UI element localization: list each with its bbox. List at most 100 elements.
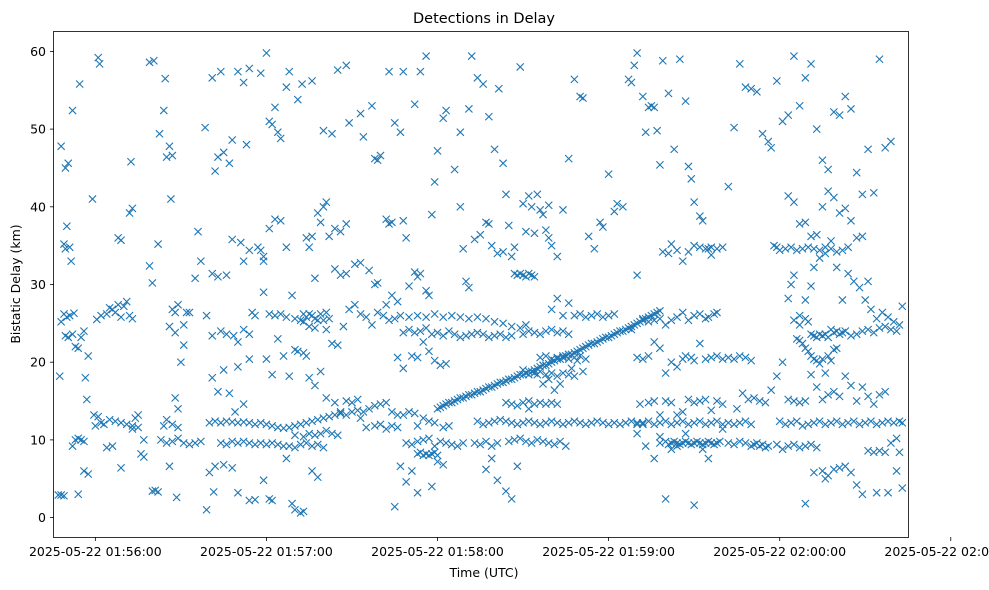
scatter-point-860	[732, 404, 741, 413]
scatter-point-876	[772, 76, 781, 85]
scatter-point-1006	[861, 418, 870, 427]
scatter-point-839	[650, 454, 659, 463]
scatter-point-624	[553, 400, 562, 409]
scatter-point-846	[698, 445, 707, 454]
scatter-point-206	[256, 246, 265, 255]
scatter-point-784	[655, 418, 664, 427]
scatter-point-187	[211, 462, 220, 471]
scatter-point-577	[570, 311, 579, 320]
scatter-point-373	[444, 327, 453, 336]
scatter-point-334	[336, 271, 345, 280]
scatter-point-672	[564, 355, 573, 364]
scatter-point-953	[895, 320, 904, 329]
scatter-point-1050	[864, 446, 873, 455]
scatter-point-868	[730, 123, 739, 132]
scatter-point-70	[128, 425, 137, 433]
scatter-point-578	[576, 310, 585, 319]
scatter-point-273	[336, 409, 345, 418]
scatter-point-921	[815, 246, 824, 255]
scatter-point-446	[390, 502, 399, 511]
scatter-point-668	[541, 351, 550, 360]
x-tick-label-5: 2025-05-22 02:01:00	[884, 544, 989, 559]
scatter-point-203	[298, 80, 307, 89]
scatter-point-994	[792, 417, 801, 426]
scatter-point-687	[527, 202, 536, 211]
scatter-point-598	[547, 417, 556, 426]
y-tick-label-6: 60	[30, 44, 46, 59]
scatter-point-721	[681, 97, 690, 106]
scatter-point-626	[476, 440, 485, 449]
scatter-point-228	[319, 316, 328, 325]
scatter-point-873	[758, 129, 767, 138]
scatter-point-58	[111, 417, 120, 426]
scatter-point-969	[832, 344, 841, 353]
scatter-point-907	[841, 204, 850, 213]
scatter-point-232	[305, 322, 314, 331]
scatter-point-638	[550, 440, 559, 449]
scatter-point-750	[678, 257, 687, 266]
scatter-point-34	[81, 373, 90, 382]
scatter-point-214	[265, 310, 274, 319]
scatter-point-787	[673, 418, 682, 427]
scatter-point-802	[644, 398, 653, 407]
scatter-point-711	[641, 128, 650, 137]
scatter-point-918	[798, 244, 807, 253]
scatter-point-707	[627, 78, 636, 87]
scatter-point-9	[65, 243, 74, 252]
scatter-point-335	[342, 269, 351, 278]
scatter-point-600	[558, 420, 567, 429]
scatter-point-770	[695, 339, 704, 348]
scatter-point-1017	[789, 397, 798, 406]
scatter-point-150	[245, 330, 254, 339]
scatter-point-557	[464, 283, 473, 292]
scatter-point-44	[91, 421, 100, 430]
scatter-point-640	[561, 442, 570, 451]
scatter-point-863	[750, 393, 759, 402]
y-axis-label: Bistatic Delay (km)	[8, 224, 23, 343]
scatter-point-1052	[875, 446, 884, 455]
scatter-point-757	[718, 243, 727, 252]
scatter-point-686	[521, 227, 530, 236]
scatter-point-915	[781, 244, 790, 253]
scatter-point-666	[570, 372, 579, 381]
scatter-point-664	[558, 369, 567, 378]
scatter-point-265	[290, 421, 299, 430]
scatter-point-201	[285, 67, 294, 76]
scatter-point-738	[678, 308, 687, 317]
scatter-point-212	[282, 243, 291, 252]
scatter-point-630	[504, 437, 513, 446]
scatter-point-123	[209, 487, 218, 496]
scatter-point-106	[185, 440, 194, 449]
scatter-point-378	[473, 328, 482, 337]
scatter-point-234	[322, 325, 331, 334]
scatter-point-355	[345, 305, 354, 314]
scatter-point-679	[536, 330, 545, 339]
scatter-point-702	[604, 170, 613, 179]
scatter-point-402	[521, 320, 530, 329]
scatter-point-597	[541, 418, 550, 427]
scatter-point-628	[487, 442, 496, 451]
scatter-point-336	[350, 260, 359, 269]
scatter-point-263	[319, 443, 328, 452]
scatter-point-806	[667, 398, 676, 407]
scatter-point-60	[122, 420, 131, 429]
scatter-point-746	[658, 247, 667, 256]
scatter-point-737	[673, 313, 682, 322]
scatter-point-604	[581, 420, 590, 429]
scatter-point-370	[427, 330, 436, 339]
scatter-point-161	[251, 420, 260, 429]
scatter-point-259	[296, 440, 305, 449]
scatter-point-1041	[812, 443, 821, 452]
scatter-point-379	[479, 330, 488, 339]
scatter-point-701	[598, 223, 607, 231]
scatter-point-1007	[866, 417, 875, 426]
scatter-point-1055	[892, 434, 901, 443]
scatter-point-1020	[807, 370, 816, 379]
scatter-point-1025	[835, 392, 844, 401]
scatter-point-722	[684, 162, 693, 171]
scatter-point-1005	[855, 420, 864, 429]
scatter-point-852	[741, 439, 750, 447]
scatter-point-553	[530, 272, 539, 281]
scatter-point-590	[501, 417, 510, 426]
scatter-point-359	[367, 320, 376, 329]
